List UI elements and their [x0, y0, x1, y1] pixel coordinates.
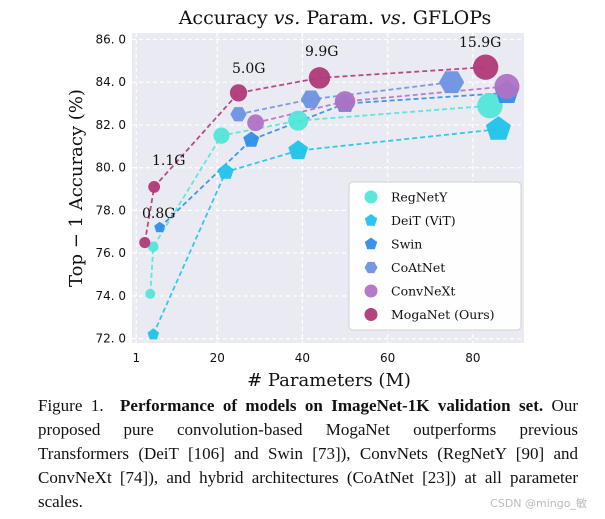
- y-tick-label: 76. 0: [95, 246, 126, 260]
- point-deit-vit: [217, 163, 234, 179]
- series-line-moganet-ours: [143, 66, 486, 243]
- x-tick-label: 20: [210, 351, 225, 365]
- x-tick-label: 60: [380, 351, 395, 365]
- caption-title: Performance of models on ImageNet-1K val…: [120, 396, 544, 415]
- y-tick-label: 78. 0: [95, 203, 126, 217]
- annotation-9p9g: 9.9G: [305, 44, 338, 60]
- y-tick-label: 84. 0: [95, 75, 126, 89]
- annotation-5p0g: 5.0G: [232, 61, 265, 77]
- watermark: CSDN @mingo_敏: [490, 497, 587, 510]
- point-regnety: [148, 241, 159, 253]
- x-tick-label: 1: [132, 351, 140, 365]
- point-regnety: [213, 127, 230, 144]
- point-deit-vit: [288, 140, 309, 159]
- figure-caption: Figure 1. Performance of models on Image…: [38, 394, 578, 514]
- point-coatnet: [300, 90, 322, 109]
- legend-label-coatnet: CoAtNet: [391, 260, 445, 275]
- caption-body: Our proposed pure convolution-based Moga…: [38, 396, 578, 511]
- y-tick-label: 82. 0: [95, 118, 126, 132]
- caption-label: Figure 1.: [38, 396, 104, 415]
- point-convnext: [247, 114, 264, 132]
- point-swin: [243, 131, 260, 147]
- legend-marker-regnety: [364, 190, 378, 204]
- y-ticks: 72. 0 74. 0 76. 0 78. 0 80. 0 82. 0 84. 0 86. 0: [95, 32, 126, 345]
- legend-label-deit-vit: DeiT (ViT): [391, 213, 456, 228]
- legend-marker-convnext: [364, 284, 378, 298]
- legend: RegNetY DeiT (ViT) Swin CoAtNet ConvNeXt Moga…: [348, 181, 522, 331]
- annotation-15p9g: 15.9G: [459, 35, 501, 51]
- point-moganet-ours: [148, 181, 161, 193]
- grid: [132, 33, 524, 343]
- x-ticks: 1 20 40 60 80: [132, 351, 480, 365]
- point-regnety: [288, 110, 309, 131]
- point-moganet-ours: [472, 54, 499, 80]
- legend-marker-moganet-ours: [364, 308, 378, 321]
- point-coatnet: [439, 71, 465, 94]
- legend-box: [348, 181, 522, 331]
- y-tick-label: 80. 0: [95, 161, 126, 175]
- point-moganet-ours: [308, 67, 331, 89]
- point-deit-vit: [147, 328, 160, 340]
- point-convnext: [494, 73, 520, 99]
- y-tick-label: 74. 0: [95, 289, 126, 303]
- y-tick-label: 86. 0: [95, 32, 126, 46]
- point-regnety: [477, 92, 503, 119]
- x-axis-label: # Parameters (M): [247, 370, 411, 391]
- chart-title: Accuracy vs. Param. vs. GFLOPs: [178, 7, 492, 29]
- legend-label-convnext: ConvNeXt: [391, 284, 455, 299]
- series-line-deit-vit: [152, 128, 499, 335]
- legend-label-moganet-ours: MogaNet (Ours): [391, 307, 495, 322]
- legend-label-regnety: RegNetY: [391, 190, 448, 205]
- point-swin: [154, 221, 166, 233]
- y-axis-label: Top − 1 Accuracy (%): [66, 89, 87, 287]
- legend-marker-coatnet: [364, 261, 378, 274]
- annotation-1p1g: 1.1G: [152, 153, 185, 169]
- point-moganet-ours: [229, 84, 248, 102]
- annotation-0p8g: 0.8G: [142, 206, 175, 222]
- legend-marker-deit-vit: [364, 214, 378, 226]
- x-tick-label: 40: [295, 351, 310, 365]
- legend-label-swin: Swin: [391, 237, 422, 252]
- point-deit-vit: [485, 116, 511, 140]
- point-coatnet: [230, 107, 247, 122]
- y-tick-label: 72. 0: [95, 332, 126, 346]
- data-points: [139, 54, 520, 340]
- chart: Accuracy vs. Param. vs. GFLOPs 72. 0 74. …: [66, 7, 524, 391]
- point-regnety: [145, 288, 156, 299]
- x-tick-label: 80: [465, 351, 480, 365]
- legend-marker-swin: [364, 237, 378, 250]
- point-convnext: [334, 91, 356, 112]
- point-moganet-ours: [139, 236, 151, 249]
